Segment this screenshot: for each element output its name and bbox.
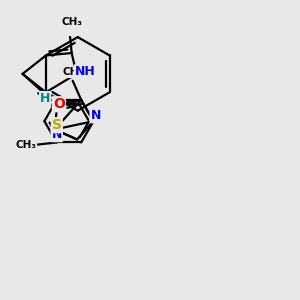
Text: H: H	[40, 92, 50, 105]
Text: CH₃: CH₃	[62, 67, 83, 77]
Text: O: O	[53, 97, 65, 111]
Text: NH: NH	[75, 65, 95, 78]
Text: N: N	[90, 110, 101, 122]
Text: S: S	[52, 118, 62, 132]
Text: CH₃: CH₃	[61, 17, 82, 27]
Text: N: N	[52, 128, 62, 141]
Text: CH₃: CH₃	[15, 140, 36, 150]
